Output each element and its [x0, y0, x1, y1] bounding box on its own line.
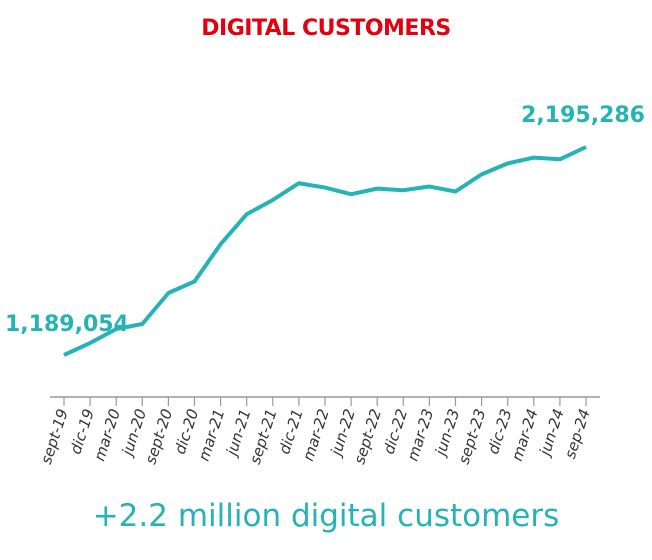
chart-title: DIGITAL CUSTOMERS [201, 16, 451, 41]
x-tick-label: sept-19 [37, 407, 72, 467]
series-line [63, 145, 587, 357]
data-label: 1,189,054 [5, 312, 129, 337]
data-label: 2,195,286 [521, 103, 645, 128]
chart-subtitle: +2.2 million digital customers [92, 498, 560, 534]
